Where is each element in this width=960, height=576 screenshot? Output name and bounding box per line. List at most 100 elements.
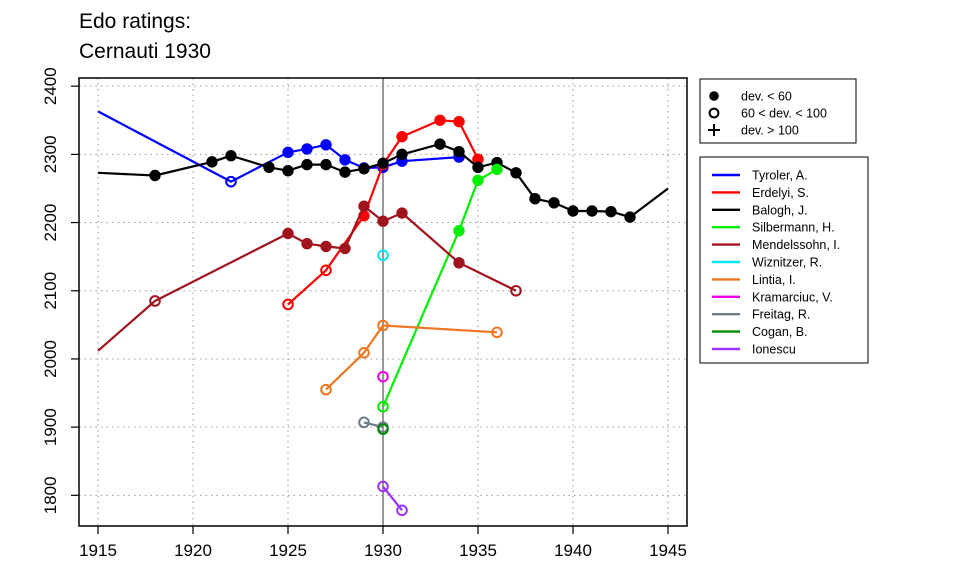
data-point [472,161,484,174]
y-tick-label: 2400 [41,67,60,105]
data-point [491,163,503,176]
chart-title-line-1: Edo ratings: [79,10,191,33]
y-tick-label: 1900 [41,408,60,446]
data-point [377,400,389,413]
data-point [377,370,389,383]
marker-legend-box [699,78,857,144]
series-legend-label: Lintia, I. [752,273,796,287]
data-point [453,225,465,237]
data-point [320,264,332,277]
x-tick-label: 1930 [364,541,402,560]
data-point [320,240,332,253]
series-line [97,110,460,183]
data-point [225,175,237,188]
data-point [339,166,351,178]
data-point [472,174,484,186]
data-point [358,162,370,175]
x-tick-label: 1940 [554,541,592,560]
series-group [377,163,503,413]
series-layer [97,110,669,517]
series-group [320,319,503,396]
data-point [282,146,294,159]
series-group [377,423,389,435]
data-point [586,205,598,217]
y-axis: 1800 1900 2000 2100 2200 2300 2400 [41,67,79,514]
data-point [320,158,332,171]
marker-legend-symbol [708,107,720,119]
data-point [339,242,351,255]
data-point [301,158,313,171]
data-point [510,167,522,179]
data-point [567,205,579,217]
data-point [282,227,294,240]
data-point [358,347,370,359]
series-legend-label: Tyroler, A. [752,169,808,183]
series-legend-label: Silbermann, H. [752,221,835,235]
data-point [453,115,465,128]
data-point [339,154,351,166]
data-point [377,480,389,493]
data-point [491,326,503,339]
marker-legend-label: 60 < dev. < 100 [741,107,827,121]
marker-legend: dev. < 60 60 < dev. < 100 dev. > 100 [699,78,857,144]
series-line [325,324,498,391]
data-point [282,165,294,177]
data-point [358,416,370,429]
data-point [377,215,389,227]
series-legend-label: Cogan, B. [752,325,808,339]
data-point [377,249,389,262]
data-point [301,143,313,155]
y-tick-label: 2000 [41,340,60,378]
data-point [377,319,389,332]
series-legend-label: Ionescu [752,343,796,357]
data-point [206,156,218,168]
data-point [377,157,389,169]
data-point [548,197,560,209]
series-line [381,168,498,408]
data-point [510,284,522,297]
data-point [434,114,446,126]
x-tick-label: 1945 [649,541,687,560]
data-point [282,298,294,311]
data-point [301,237,313,250]
series-group [97,200,522,352]
series-legend-label: Freitag, R. [752,308,810,322]
series-group [377,370,389,383]
series-legend-label: Mendelssohn, I. [752,238,840,252]
data-point [453,145,465,158]
data-point [434,138,446,150]
series-group [377,480,408,517]
data-point [396,207,408,219]
x-tick-label: 1935 [459,541,497,560]
data-point [320,383,332,396]
data-point [225,150,237,162]
x-tick-label: 1925 [269,541,307,560]
series-legend-label: Wiznitzer, R. [752,256,822,270]
series-group [97,138,669,223]
data-point [358,200,370,212]
series-legend: Tyroler, A. Erdelyi, S. Balogh, J. Silberma… [699,156,869,364]
series-legend-label: Kramarciuc, V. [752,290,833,304]
data-point [453,257,465,269]
y-tick-label: 2100 [41,272,60,310]
x-axis: 1915 1920 1925 1930 1935 1940 1945 [79,526,687,560]
data-point [263,161,275,174]
marker-legend-label: dev. > 100 [741,124,799,138]
data-point [396,148,408,161]
y-tick-label: 2200 [41,204,60,242]
data-point [377,423,389,435]
data-point [149,295,161,307]
y-tick-label: 2300 [41,135,60,173]
data-point [396,504,408,517]
chart-title-line-2: Cernauti 1930 [79,40,211,63]
data-point [529,192,541,205]
data-point [320,139,332,151]
series-legend-label: Balogh, J. [752,203,808,217]
data-point [149,169,161,182]
data-point [605,205,617,218]
marker-legend-symbol [709,91,719,101]
marker-legend-label: dev. < 60 [741,90,792,104]
series-legend-label: Erdelyi, S. [752,186,809,200]
data-point [624,211,636,223]
